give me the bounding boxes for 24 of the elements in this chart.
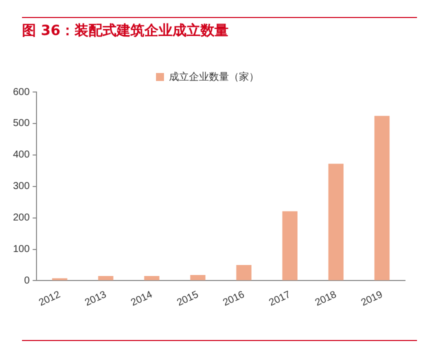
y-tick-label: 200 <box>12 212 30 224</box>
bar <box>374 116 390 280</box>
bar <box>236 264 252 280</box>
y-tick-label: 500 <box>12 118 30 130</box>
legend-label: 成立企业数量（家） <box>169 70 259 83</box>
chart-title: 图 36：装配式建筑企业成立数量 <box>22 22 228 40</box>
x-tick-label: 2017 <box>268 289 293 309</box>
y-tick-label: 600 <box>12 86 30 98</box>
x-tick-label: 2015 <box>175 289 201 309</box>
bar <box>190 275 206 280</box>
x-tick-label: 2013 <box>83 289 109 309</box>
y-tick-label: 100 <box>12 244 30 256</box>
bar <box>282 211 298 280</box>
y-tick-label: 300 <box>12 181 30 192</box>
x-tick-label: 2012 <box>37 289 63 309</box>
x-tick-label: 2016 <box>221 289 247 309</box>
bar <box>98 276 114 280</box>
x-tick-label: 2014 <box>129 289 155 309</box>
bar <box>328 164 344 280</box>
x-tick-label: 2019 <box>360 289 385 309</box>
y-tick-label: 400 <box>12 150 30 161</box>
x-tick-label: 2018 <box>314 289 339 309</box>
y-tick-label: 0 <box>24 275 30 286</box>
bar <box>144 276 160 280</box>
